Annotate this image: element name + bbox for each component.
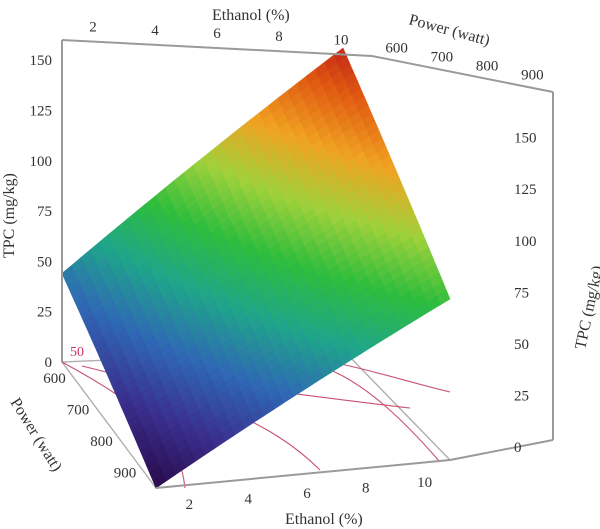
x-tick-bottom: 10 xyxy=(417,475,432,491)
frame-right-floor xyxy=(449,439,554,461)
x-tick-top: 4 xyxy=(151,23,159,39)
x-tick-top: 10 xyxy=(334,32,349,48)
y-tick-bottom: 900 xyxy=(114,465,137,481)
x-axis-label-top: Ethanol (%) xyxy=(212,7,290,24)
y-tick-top: 900 xyxy=(521,68,544,84)
z-tick-right: 125 xyxy=(514,182,537,198)
z-tick-right: 100 xyxy=(514,234,537,250)
x-tick-bottom: 2 xyxy=(186,497,194,513)
surface-cell xyxy=(152,473,167,489)
y-tick-bottom: 600 xyxy=(43,371,66,387)
contour-label: 50 xyxy=(70,345,84,360)
x-axis-label-bottom: Ethanol (%) xyxy=(285,511,363,528)
z-tick-right: 50 xyxy=(514,337,529,353)
y-tick-top: 800 xyxy=(476,59,499,75)
y-axis-label-bottom: Power (watt) xyxy=(7,395,65,474)
frame-top-back xyxy=(61,39,373,57)
response-surface xyxy=(61,47,451,489)
tick-labels: 2 4 6 8 102 4 6 8 106007008009006007008009000255… xyxy=(30,20,544,514)
x-tick-top: 6 xyxy=(213,26,221,42)
y-tick-bottom: 700 xyxy=(67,402,90,418)
z-tick-left: 0 xyxy=(45,355,53,371)
z-tick-left: 25 xyxy=(37,305,52,321)
y-tick-top: 600 xyxy=(385,41,408,57)
z-tick-left: 75 xyxy=(37,204,52,220)
chart-frame xyxy=(61,39,554,489)
z-axis-label-left: TPC (mg/kg) xyxy=(1,173,18,258)
z-tick-right: 75 xyxy=(514,285,529,301)
y-tick-top: 700 xyxy=(431,50,454,66)
z-tick-left: 125 xyxy=(30,103,53,119)
y-axis-label-top: Power (watt) xyxy=(407,11,492,49)
z-axis-label-right: TPC (mg/kg) xyxy=(572,264,600,351)
x-tick-top: 2 xyxy=(89,20,97,36)
z-tick-right: 25 xyxy=(514,388,529,404)
z-tick-left: 150 xyxy=(30,53,53,69)
x-tick-bottom: 4 xyxy=(244,492,252,508)
z-tick-right: 150 xyxy=(514,131,537,147)
x-tick-bottom: 6 xyxy=(303,486,311,502)
z-tick-left: 50 xyxy=(37,254,52,270)
frame-front-floor xyxy=(155,459,451,489)
frame-top-right xyxy=(371,55,554,93)
x-tick-bottom: 8 xyxy=(362,480,370,496)
y-tick-bottom: 800 xyxy=(90,434,113,450)
z-tick-left: 100 xyxy=(30,154,53,170)
x-tick-top: 8 xyxy=(275,29,283,45)
z-tick-right: 0 xyxy=(514,440,522,456)
